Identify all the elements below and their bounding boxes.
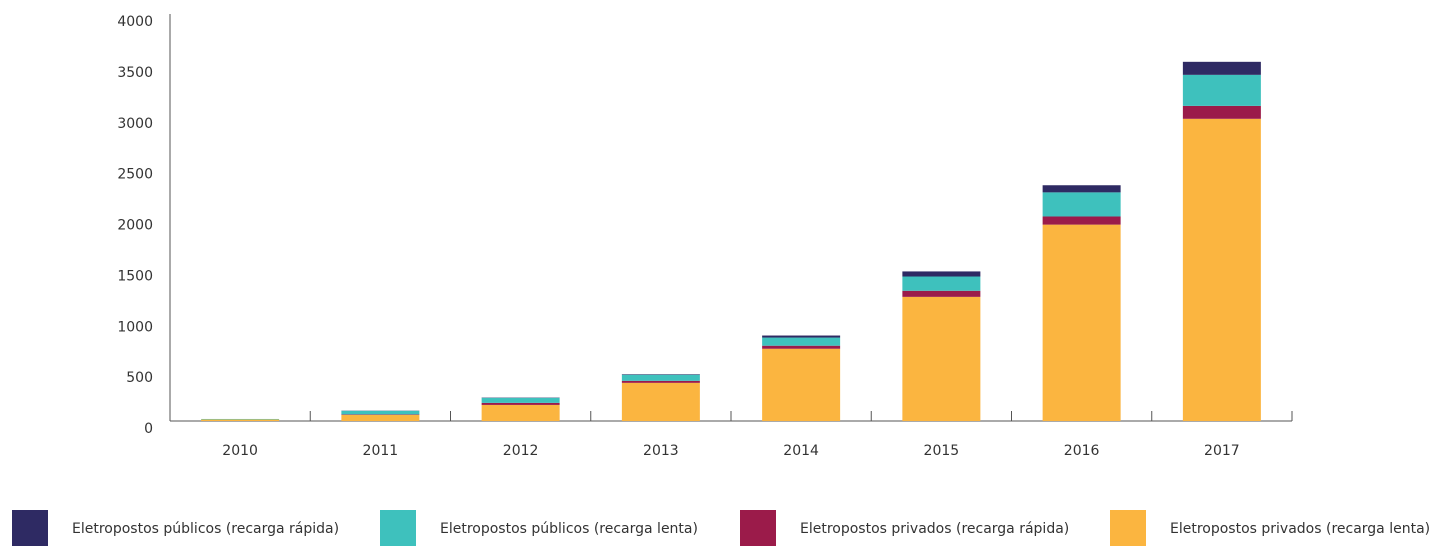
bar-segment [201, 419, 280, 421]
x-tick-label: 2016 [1064, 443, 1100, 459]
bar-segment [621, 374, 700, 381]
legend-label: Eletropostos públicos (recarga lenta) [440, 521, 698, 537]
bar-segment [621, 382, 700, 421]
legend-label: Eletropostos privados (recarga rápida) [800, 521, 1069, 537]
x-tick-label: 2011 [363, 443, 399, 459]
bar-segment [902, 276, 981, 291]
bar-segment [341, 414, 420, 421]
x-tick-label: 2010 [222, 443, 258, 459]
legend-swatch [12, 510, 48, 546]
bar-segment [1182, 74, 1261, 106]
bar-segment [762, 337, 841, 346]
bar-segment [481, 397, 560, 403]
x-tick-label: 2015 [924, 443, 960, 459]
bar-segment [481, 402, 560, 405]
bar-segment [762, 345, 841, 349]
legend-swatch [380, 510, 416, 546]
bar-segment [1042, 185, 1121, 193]
y-tick-label: 4000 [117, 14, 153, 30]
y-tick-label: 3000 [117, 116, 153, 132]
bar-segment [1042, 192, 1121, 217]
legend-label: Eletropostos privados (recarga lenta) [1170, 521, 1430, 537]
legend-label: Eletropostos públicos (recarga rápida) [72, 521, 339, 537]
x-tick-label: 2017 [1204, 443, 1240, 459]
legend-swatch [740, 510, 776, 546]
bar-segment [1042, 216, 1121, 225]
bar-segment [621, 380, 700, 383]
legend-swatch [1110, 510, 1146, 546]
bar-segment [762, 335, 841, 338]
x-tick-label: 2014 [783, 443, 819, 459]
bar-segment [1182, 118, 1261, 422]
bar-segment [341, 414, 420, 415]
bar-segment [1182, 61, 1261, 75]
y-tick-label: 1000 [117, 319, 153, 335]
bar-segment [1042, 224, 1121, 421]
y-tick-label: 2000 [117, 218, 153, 234]
bar-segment [341, 410, 420, 415]
bar-segment [201, 418, 280, 420]
bar-segment [481, 404, 560, 421]
bar-segment [621, 374, 700, 375]
x-tick-label: 2013 [643, 443, 679, 459]
x-tick-label: 2012 [503, 443, 539, 459]
bar-segment [902, 290, 981, 297]
y-tick-label: 0 [144, 421, 153, 437]
bar-segment [1182, 105, 1261, 119]
y-tick-label: 3500 [117, 65, 153, 81]
y-tick-label: 2500 [117, 167, 153, 183]
bar-segment [902, 296, 981, 421]
bar-segment [902, 271, 981, 277]
y-tick-label: 1500 [117, 268, 153, 284]
bar-segment [762, 348, 841, 421]
y-tick-label: 500 [126, 370, 153, 386]
